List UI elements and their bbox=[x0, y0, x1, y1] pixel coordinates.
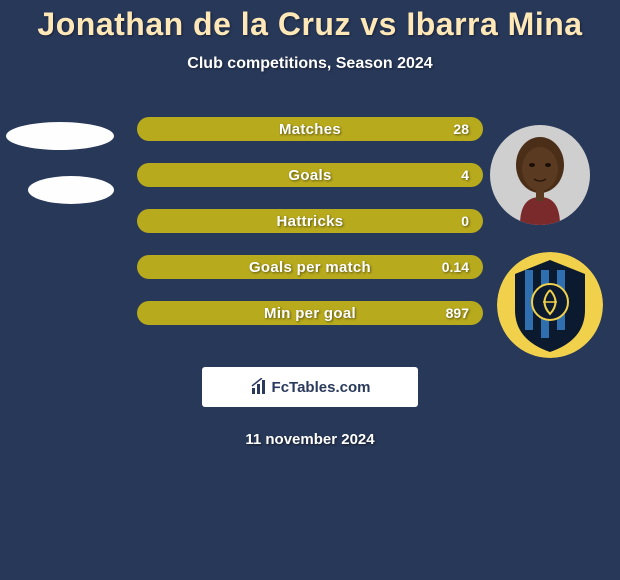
stat-label: Goals per match bbox=[249, 259, 371, 276]
stat-row-matches: Matches 28 bbox=[137, 117, 483, 141]
infographic-root: Jonathan de la Cruz vs Ibarra Mina Club … bbox=[0, 0, 620, 580]
stat-row-mpg: Min per goal 897 bbox=[137, 301, 483, 325]
stat-value-right: 0 bbox=[461, 213, 469, 229]
stat-value-right: 4 bbox=[461, 167, 469, 183]
stat-label: Goals bbox=[288, 167, 331, 184]
stat-value-right: 0.14 bbox=[442, 259, 469, 275]
stat-label: Min per goal bbox=[264, 305, 356, 322]
stat-value-right: 897 bbox=[446, 305, 469, 321]
stat-row-gpm: Goals per match 0.14 bbox=[137, 255, 483, 279]
comparison-title: Jonathan de la Cruz vs Ibarra Mina bbox=[37, 6, 582, 43]
stat-label: Matches bbox=[279, 121, 341, 138]
chart-icon bbox=[250, 378, 268, 396]
stat-label: Hattricks bbox=[277, 213, 344, 230]
site-credit-text: FcTables.com bbox=[272, 379, 371, 396]
stat-value-right: 28 bbox=[453, 121, 469, 137]
season-subtitle: Club competitions, Season 2024 bbox=[187, 55, 432, 73]
stat-row-goals: Goals 4 bbox=[137, 163, 483, 187]
stat-row-hattricks: Hattricks 0 bbox=[137, 209, 483, 233]
site-credit-box: FcTables.com bbox=[202, 367, 418, 407]
footer-date: 11 november 2024 bbox=[245, 431, 374, 448]
stats-list: Matches 28 Goals 4 Hattricks 0 Goals per… bbox=[0, 117, 620, 325]
